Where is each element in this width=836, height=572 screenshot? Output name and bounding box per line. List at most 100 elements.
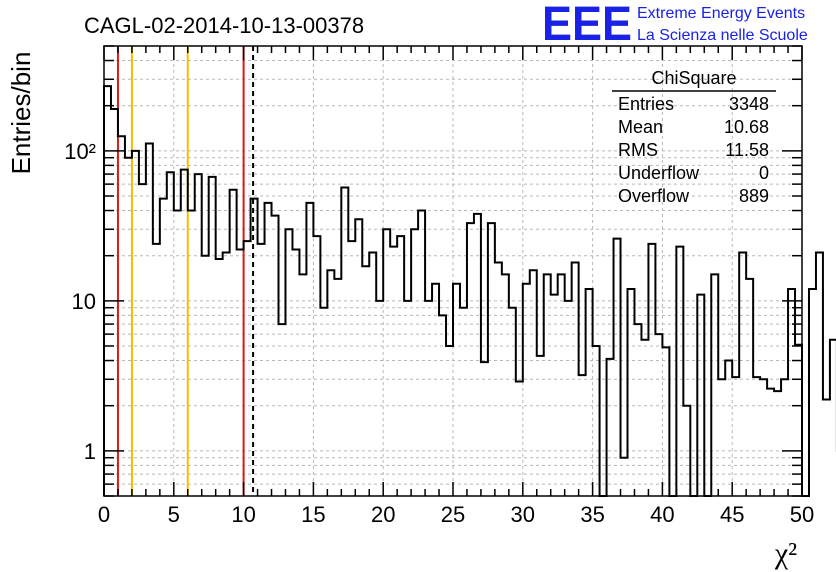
x-tick-label: 45 (720, 502, 744, 527)
histogram-bin (118, 136, 125, 496)
x-tick-label: 15 (301, 502, 325, 527)
histogram-bin (327, 270, 334, 496)
cut-lines-layer (116, 46, 255, 496)
histogram-bin (746, 279, 753, 496)
histogram-bin (411, 229, 418, 496)
eee-logo-line2: La Scienza nelle Scuole (637, 27, 808, 44)
stats-rows: Entries 3348 Mean 10.68 RMS 11.58 Underflow 0 Ov… (618, 94, 769, 206)
histogram-bin (816, 253, 823, 496)
x-tick-label: 35 (580, 502, 604, 527)
stats-label: Overflow (618, 186, 690, 206)
histogram-bin (732, 377, 739, 496)
x-tick-label: 30 (511, 502, 535, 527)
histogram-bin (634, 324, 641, 496)
y-tick-label: 1 (84, 439, 96, 464)
histogram-bin (223, 253, 230, 496)
stats-label: Entries (618, 94, 674, 114)
histogram-bin (216, 259, 223, 496)
histogram-bin (195, 174, 202, 496)
histogram-bin (418, 211, 425, 496)
histogram-bin (369, 253, 376, 496)
histogram-bin (718, 379, 725, 496)
x-tick-label: 40 (650, 502, 674, 527)
histogram-bin (676, 247, 683, 496)
histogram-bin (174, 211, 181, 496)
histogram-bin (181, 170, 188, 496)
histogram-bin (537, 356, 544, 496)
histogram-bin (230, 190, 237, 496)
histogram-bin (272, 216, 279, 496)
histogram-bin (111, 109, 118, 496)
histogram-bin (481, 362, 488, 496)
x-tick-label: 0 (98, 502, 110, 527)
histogram-bin (488, 223, 495, 496)
histogram-bin (579, 375, 586, 496)
histogram-bin (446, 346, 453, 496)
histogram-outline (103, 85, 836, 497)
x-tick-label: 25 (441, 502, 465, 527)
stats-title: ChiSquare (651, 68, 736, 88)
eee-logo-mark: EEE (542, 0, 632, 51)
histogram-bin (265, 203, 272, 496)
histogram-bin (530, 270, 537, 496)
histogram-bin (376, 301, 383, 496)
histogram-bin (565, 301, 572, 496)
stats-value: 10.68 (724, 117, 769, 137)
histogram-bin (467, 223, 474, 496)
histogram-bin (593, 346, 600, 496)
stats-label: Mean (618, 117, 663, 137)
x-tick-label: 5 (168, 502, 180, 527)
histogram-bin (641, 340, 648, 496)
histogram-bin (621, 458, 628, 496)
histogram-bin (383, 229, 390, 496)
eee-logo: EEE Extreme Energy Events La Scienza nel… (542, 0, 808, 51)
y-tick-label: 10 (72, 289, 96, 314)
histogram-bin (655, 334, 662, 496)
histogram-bin (781, 379, 788, 496)
histogram-bin (823, 399, 830, 496)
stats-value: 889 (739, 186, 769, 206)
histogram-bin (516, 381, 523, 496)
histogram-bin (760, 379, 767, 496)
histogram-bin (285, 229, 292, 496)
histogram-bin (404, 301, 411, 496)
histogram-bin (292, 249, 299, 496)
histogram-bin (209, 177, 216, 496)
histogram-bin (320, 308, 327, 496)
stats-value: 3348 (729, 94, 769, 114)
stats-value: 0 (759, 163, 769, 183)
histogram-bin (774, 391, 781, 496)
histogram-bin (104, 86, 111, 496)
axis-ticks: 0 5 10 15 20 25 30 35 40 45 50 1 10 10² (64, 45, 814, 527)
histogram-bin (202, 256, 209, 496)
stats-box: ChiSquare Entries 3348 Mean 10.68 RMS 11.58 Un… (612, 68, 776, 206)
y-tick-label: 10² (64, 139, 96, 164)
histogram-bin (739, 253, 746, 496)
histogram-bin (725, 361, 732, 496)
histogram-bin (425, 301, 432, 496)
x-tick-label: 10 (231, 502, 255, 527)
histogram-bin (188, 211, 195, 496)
eee-logo-line1: Extreme Energy Events (637, 5, 805, 22)
histogram-bin (795, 345, 802, 496)
histogram-bin (753, 377, 760, 496)
y-axis-label: Entries/bin (6, 52, 36, 175)
histogram-bin (809, 289, 816, 496)
x-tick-label: 50 (790, 502, 814, 527)
histogram-bin (390, 247, 397, 496)
histogram-bin (306, 203, 313, 496)
histogram-bin (397, 236, 404, 496)
histogram-bin (132, 151, 139, 496)
histogram-bin (313, 236, 320, 496)
plot-title: CAGL-02-2014-10-13-00378 (84, 13, 364, 38)
histogram-bin (279, 324, 286, 496)
histogram-bin (160, 199, 167, 496)
histogram-bin (341, 187, 348, 496)
x-tick-label: 20 (371, 502, 395, 527)
stats-label: Underflow (618, 163, 700, 183)
stats-value: 11.58 (725, 140, 769, 160)
histogram-bin (139, 184, 146, 496)
x-axis-label: χ² (774, 537, 797, 570)
